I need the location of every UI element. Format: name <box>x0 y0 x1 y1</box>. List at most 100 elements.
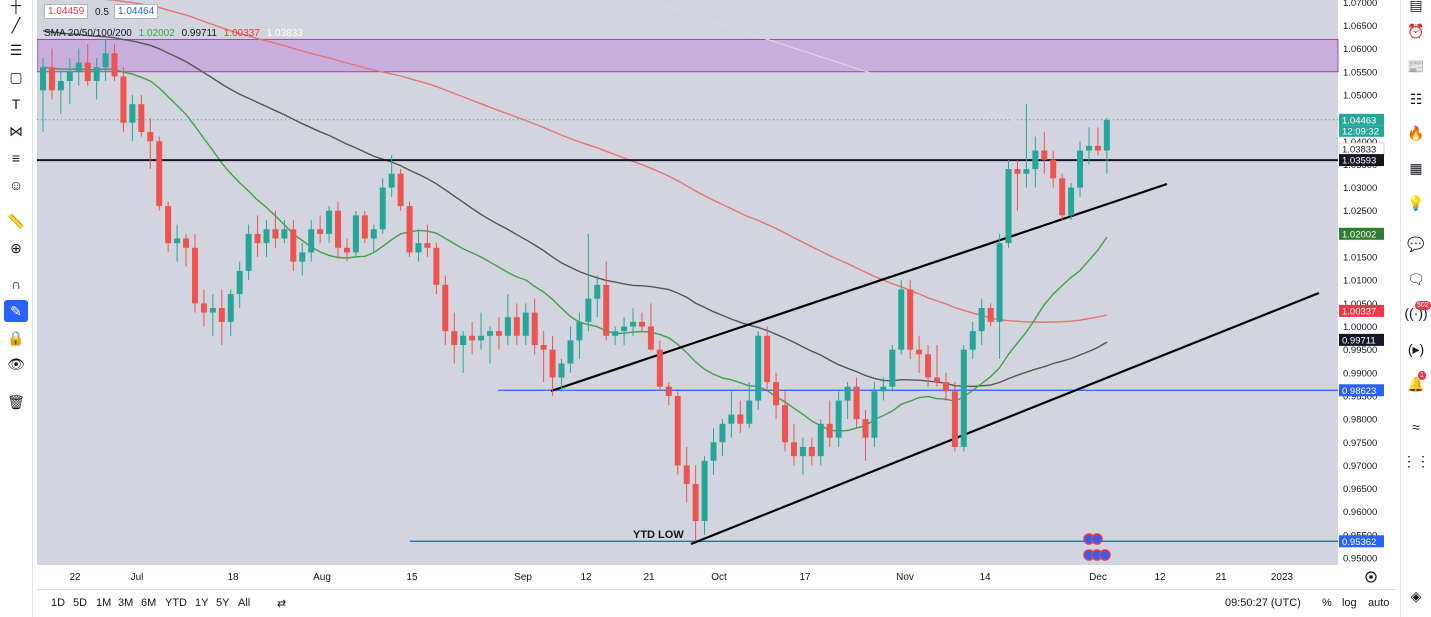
news-icon[interactable]: 📰 <box>1407 57 1425 74</box>
candle[interactable] <box>844 382 851 420</box>
candle[interactable] <box>326 206 333 244</box>
candle[interactable] <box>1103 118 1110 174</box>
calendar-icon[interactable]: ▦ <box>1409 159 1423 176</box>
candle[interactable] <box>370 224 377 253</box>
clock-time[interactable]: 09:50:27 (UTC) <box>1225 597 1301 609</box>
candle[interactable] <box>799 437 806 475</box>
range-1d[interactable]: 1D <box>51 597 66 609</box>
candle[interactable] <box>880 377 887 401</box>
candle[interactable] <box>111 43 118 82</box>
candle[interactable] <box>40 57 46 132</box>
range-1y[interactable]: 1Y <box>195 597 209 609</box>
candle[interactable] <box>934 345 940 387</box>
sma100-line[interactable] <box>43 0 1108 323</box>
candle[interactable] <box>442 275 449 346</box>
candle[interactable] <box>120 67 127 132</box>
candle[interactable] <box>540 331 547 383</box>
candle[interactable] <box>737 400 744 434</box>
candle[interactable] <box>504 294 511 346</box>
candle[interactable] <box>665 382 672 406</box>
candle[interactable] <box>513 303 520 346</box>
rectangle-icon[interactable]: ▢ <box>9 68 23 85</box>
alarm-icon[interactable]: ⏰ <box>1407 22 1425 39</box>
candle[interactable] <box>621 317 628 346</box>
candle[interactable] <box>415 229 422 262</box>
candle[interactable] <box>656 340 663 392</box>
candle[interactable] <box>1068 182 1075 220</box>
candle[interactable] <box>951 382 958 452</box>
range-3m[interactable]: 3M <box>118 597 134 609</box>
candle[interactable] <box>692 465 699 542</box>
candle[interactable] <box>1005 159 1012 248</box>
candle[interactable] <box>281 219 288 244</box>
candle[interactable] <box>209 294 216 336</box>
candle[interactable] <box>531 298 538 355</box>
candle[interactable] <box>862 409 869 461</box>
auto-toggle[interactable]: auto <box>1368 597 1390 609</box>
candle[interactable] <box>478 312 485 350</box>
event-flag-icon[interactable] <box>1091 533 1103 545</box>
candle[interactable] <box>397 169 404 211</box>
candle[interactable] <box>93 57 100 100</box>
magnet-icon[interactable]: ∩ <box>10 276 22 292</box>
hotlist-icon[interactable]: 🔥 <box>1407 124 1425 141</box>
candle[interactable] <box>728 391 735 438</box>
candle[interactable] <box>361 210 368 244</box>
candle[interactable] <box>433 243 440 295</box>
horizontal-lines-icon[interactable]: ☰ <box>9 41 23 58</box>
candle[interactable] <box>254 215 261 258</box>
candle[interactable] <box>746 382 753 429</box>
emoji-icon[interactable]: ☺ <box>8 177 24 193</box>
sma-legend[interactable]: SMA 20/50/100/200 1.02002 0.99711 1.0033… <box>44 28 307 39</box>
channel-upper-trendline[interactable] <box>550 182 1168 393</box>
pattern-icon[interactable]: ⋈ <box>9 122 23 139</box>
ruler-icon[interactable]: 📏 <box>7 212 25 229</box>
candle[interactable] <box>853 377 860 429</box>
sma20-price-label[interactable]: 1.02002 <box>1339 227 1384 241</box>
layers-icon[interactable]: ◈ <box>1410 587 1422 604</box>
candle[interactable] <box>424 224 431 258</box>
candle[interactable] <box>66 57 73 105</box>
candle[interactable] <box>1050 150 1057 188</box>
ask-price-box[interactable]: 1.04464 <box>114 4 159 19</box>
candle[interactable] <box>147 118 154 170</box>
candle[interactable] <box>674 391 681 475</box>
candle[interactable] <box>1085 127 1092 165</box>
ytd-low-annotation[interactable]: YTD LOW <box>633 529 684 541</box>
candle[interactable] <box>174 224 181 262</box>
watchlist-icon[interactable]: ▤ <box>1409 0 1423 13</box>
candle[interactable] <box>406 201 413 258</box>
candle[interactable] <box>898 280 905 355</box>
more-icon[interactable]: ⋮⋮ <box>1402 452 1430 469</box>
candle[interactable] <box>290 219 297 271</box>
resistance-price-label[interactable]: 1.03593 <box>1339 154 1384 167</box>
candle[interactable] <box>782 391 789 452</box>
candle[interactable] <box>942 372 949 401</box>
candle[interactable] <box>191 233 198 313</box>
candle[interactable] <box>576 312 583 359</box>
channel-lower-trendline[interactable] <box>690 291 1320 546</box>
candle[interactable] <box>308 219 315 262</box>
candle[interactable] <box>790 423 797 466</box>
candle[interactable] <box>263 219 270 258</box>
lock-drawing-icon[interactable]: ✎ <box>4 300 28 322</box>
waves-icon[interactable]: ≈ <box>1412 419 1420 435</box>
sma50-line[interactable] <box>42 30 1108 388</box>
candle[interactable] <box>755 331 762 410</box>
candle[interactable] <box>585 233 592 332</box>
sma200-line[interactable] <box>646 0 1104 150</box>
chat-icon[interactable]: 💬 <box>1407 235 1425 252</box>
candle[interactable] <box>960 345 967 452</box>
candle[interactable] <box>567 326 574 373</box>
candle[interactable] <box>236 261 243 308</box>
candle[interactable] <box>379 178 386 234</box>
trend-line-icon[interactable]: ╱ <box>11 16 21 33</box>
candle[interactable] <box>969 321 976 359</box>
candle[interactable] <box>683 446 690 503</box>
candle[interactable] <box>558 358 565 392</box>
range-5d[interactable]: 5D <box>73 597 88 609</box>
candle[interactable] <box>826 400 833 447</box>
candle[interactable] <box>701 456 708 535</box>
candle[interactable] <box>138 94 145 137</box>
candle[interactable] <box>916 335 923 373</box>
